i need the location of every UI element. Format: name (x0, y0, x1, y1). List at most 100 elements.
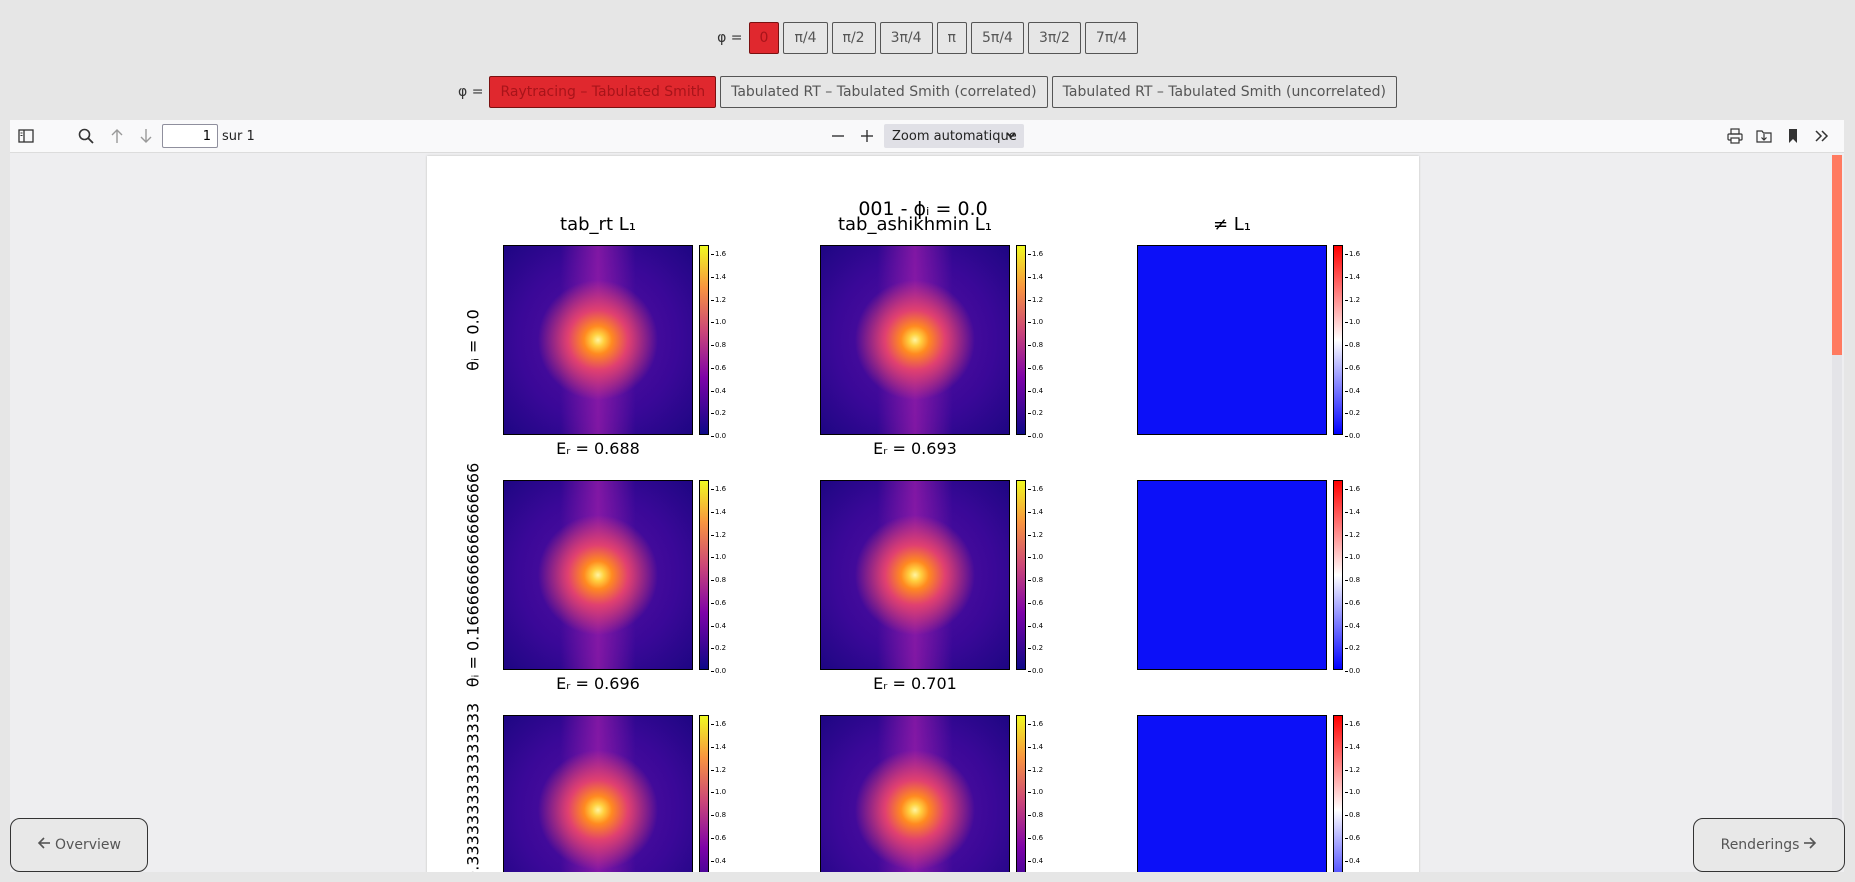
sidebar-toggle-icon[interactable] (17, 128, 35, 144)
colorbar-ticks: 1.61.41.21.00.80.60.40.20.0 (1344, 715, 1379, 872)
method-buttons: Raytracing – Tabulated Smith Tabulated RT… (489, 76, 1397, 108)
renderings-button[interactable]: Renderings (1693, 818, 1845, 872)
arrow-right-icon (1803, 837, 1817, 853)
pdf-viewer: sur 1 Zoom automatique 001 - ϕᵢ = 0.0 (10, 120, 1844, 872)
colorbar (1016, 480, 1026, 670)
previous-page-icon[interactable] (108, 128, 126, 144)
phi-option-button[interactable]: 3π/2 (1027, 22, 1081, 54)
column-header: tab_rt L₁ (560, 214, 636, 235)
phi-selector-label: φ = (717, 30, 743, 46)
colorbar-tick-label: 0.6 (1027, 833, 1044, 842)
colorbar-tick-label: 1.6 (1344, 485, 1361, 493)
colorbar-tick-label: 0.6 (1027, 363, 1044, 372)
colorbar-tick-label: 1.6 (1027, 720, 1044, 728)
brdf-heatmap (820, 715, 1010, 872)
pdf-viewer-body: 001 - ϕᵢ = 0.0 tab_rt L₁ tab_ashikhmin L₁… (10, 153, 1844, 872)
colorbar-tick-label: 1.4 (710, 507, 727, 516)
colorbar (1016, 715, 1026, 872)
tools-menu-icon[interactable] (1813, 128, 1831, 144)
colorbar-tick-label: 0.4 (1027, 856, 1044, 865)
colorbar (1333, 245, 1343, 435)
colorbar-tick-label: 1.4 (710, 742, 727, 751)
bookmark-icon[interactable] (1784, 128, 1802, 144)
print-icon[interactable] (1726, 128, 1744, 144)
colorbar-tick-label: 0.0 (1344, 667, 1361, 675)
colorbar-tick-label: 0.2 (1344, 409, 1361, 418)
colorbar (699, 480, 709, 670)
method-option-button[interactable]: Tabulated RT – Tabulated Smith (correlat… (720, 76, 1048, 108)
phi-option-button[interactable]: 7π/4 (1084, 22, 1138, 54)
colorbar-tick-label: 1.2 (1027, 530, 1044, 539)
page-count: sur 1 (222, 129, 255, 144)
colorbar-tick-label: 0.2 (1027, 409, 1044, 418)
colorbar-tick-label: 1.4 (1027, 507, 1044, 516)
colorbar-tick-label: 0.0 (1344, 432, 1361, 440)
colorbar-tick-label: 1.4 (1027, 742, 1044, 751)
column-header: ≠ L₁ (1212, 214, 1252, 235)
next-page-icon[interactable] (137, 128, 155, 144)
save-icon[interactable] (1755, 128, 1773, 144)
colorbar-tick-label: 0.8 (1027, 576, 1044, 584)
phi-option-button[interactable]: π/4 (783, 22, 828, 54)
zoom-out-icon[interactable] (829, 128, 847, 144)
difference-heatmap (1137, 715, 1327, 872)
colorbar-tick-label: 1.0 (1027, 788, 1044, 797)
phi-selector: φ = 0 π/4 π/2 3π/4 π 5π/4 3π/2 7π/4 (0, 22, 1855, 54)
zoom-select[interactable]: Zoom automatique (884, 124, 1024, 148)
brdf-heatmap (820, 480, 1010, 670)
brdf-heatmap (820, 245, 1010, 435)
colorbar (1333, 715, 1343, 872)
colorbar-tick-label: 0.6 (710, 598, 727, 607)
zoom-select-value: Zoom automatique (892, 128, 1017, 144)
colorbar-tick-label: 0.8 (1027, 341, 1044, 349)
method-option-button[interactable]: Tabulated RT – Tabulated Smith (uncorrel… (1051, 76, 1397, 108)
colorbar-tick-label: 0.8 (1344, 341, 1361, 349)
colorbar-tick-label: 1.2 (1344, 295, 1361, 304)
zoom-in-icon[interactable] (858, 128, 876, 144)
colorbar-tick-label: 1.6 (1344, 250, 1361, 258)
row-label: θᵢ = 0.3333333333333333 (463, 702, 483, 872)
colorbar (1333, 480, 1343, 670)
phi-option-button[interactable]: 3π/4 (879, 22, 933, 54)
phi-option-button[interactable]: 0 (748, 22, 780, 54)
colorbar-tick-label: 1.2 (1027, 295, 1044, 304)
colorbar-tick-label: 0.4 (710, 621, 727, 630)
phi-option-button[interactable]: 5π/4 (970, 22, 1024, 54)
brdf-heatmap (503, 480, 693, 670)
figure-title: 001 - ϕᵢ = 0.0 (858, 198, 988, 220)
colorbar-tick-label: 1.4 (1344, 507, 1361, 516)
difference-heatmap (1137, 245, 1327, 435)
pdf-toolbar: sur 1 Zoom automatique (10, 120, 1844, 153)
colorbar-tick-label: 0.8 (1344, 576, 1361, 584)
colorbar-tick-label: 0.0 (1027, 432, 1044, 440)
colorbar-tick-label: 0.4 (1344, 621, 1361, 630)
colorbar-tick-label: 1.0 (1344, 318, 1361, 327)
search-icon[interactable] (77, 128, 95, 144)
phi-option-button[interactable]: π/2 (831, 22, 876, 54)
colorbar-tick-label: 1.2 (710, 765, 727, 774)
colorbar-tick-label: 0.6 (1027, 598, 1044, 607)
brdf-heatmap (503, 715, 693, 872)
colorbar-tick-label: 1.2 (1027, 765, 1044, 774)
renderings-button-label: Renderings (1720, 837, 1800, 853)
pdf-page: 001 - ϕᵢ = 0.0 tab_rt L₁ tab_ashikhmin L₁… (427, 156, 1419, 872)
method-option-button[interactable]: Raytracing – Tabulated Smith (489, 76, 717, 108)
scrollbar-thumb[interactable] (1832, 155, 1842, 355)
vertical-scrollbar[interactable] (1832, 155, 1842, 870)
page-number-input[interactable] (162, 124, 218, 148)
phi-option-button[interactable]: π (936, 22, 967, 54)
overview-button[interactable]: Overview (10, 818, 148, 872)
method-selector: φ = Raytracing – Tabulated Smith Tabulate… (0, 76, 1855, 108)
colorbar (699, 245, 709, 435)
brdf-heatmap (503, 245, 693, 435)
colorbar-tick-label: 1.4 (1027, 272, 1044, 281)
column-header: tab_ashikhmin L₁ (837, 214, 993, 235)
colorbar-tick-label: 0.4 (710, 386, 727, 395)
colorbar-tick-label: 0.0 (710, 667, 727, 675)
colorbar (699, 715, 709, 872)
